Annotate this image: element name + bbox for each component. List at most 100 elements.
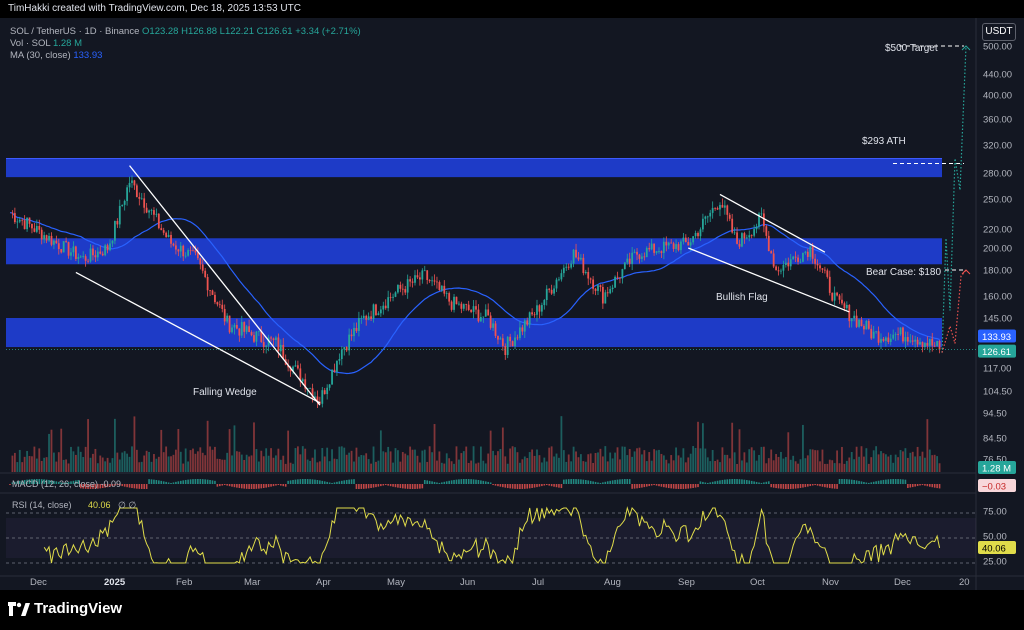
volume-bar xyxy=(165,446,168,472)
candle-body xyxy=(841,299,843,304)
chart-area[interactable]: MACD (12, 26, close) -0.09 RSI (14, close… xyxy=(0,18,1024,590)
candle-body xyxy=(299,368,302,382)
time-tick-label: Aug xyxy=(604,577,621,588)
volume-bar xyxy=(60,428,63,472)
volume-bar xyxy=(194,453,197,472)
volume-bar xyxy=(338,446,341,472)
macd-bar xyxy=(204,479,206,484)
candle-body xyxy=(631,252,634,264)
volume-bar xyxy=(360,454,363,472)
candle-body xyxy=(209,290,211,292)
candle-body xyxy=(565,266,568,268)
price-tick-label: 160.00 xyxy=(983,292,1012,303)
volume-bar xyxy=(231,455,233,472)
wedge-lower-line[interactable] xyxy=(75,271,321,404)
candle-body xyxy=(802,252,804,262)
volume-label: Vol · SOL xyxy=(10,38,51,49)
macd-bar xyxy=(733,479,736,484)
volume-bar xyxy=(143,455,146,472)
flag-upper-line[interactable] xyxy=(719,193,826,253)
volume-bar xyxy=(445,453,448,472)
macd-bar xyxy=(223,484,226,486)
volume-bar xyxy=(21,462,24,472)
volume-bar xyxy=(894,454,897,472)
volume-bar xyxy=(753,450,756,472)
macd-bar xyxy=(89,484,92,489)
candle-body xyxy=(562,267,565,274)
macd-badge-bg xyxy=(978,479,1016,492)
flag-lower-line[interactable] xyxy=(688,247,850,313)
volume-bar xyxy=(687,457,690,472)
candle-body xyxy=(128,182,131,188)
macd-bar xyxy=(309,479,311,484)
macd-bar xyxy=(694,484,697,488)
candle-body xyxy=(65,241,68,243)
macd-bar xyxy=(33,479,36,484)
tradingview-logo[interactable]: TradingView xyxy=(8,600,122,617)
volume-bar xyxy=(218,458,221,472)
rsi-tick-label: 75.00 xyxy=(983,507,1007,518)
candle-body xyxy=(475,306,477,310)
price-tick-label: 200.00 xyxy=(983,244,1012,255)
macd-bar xyxy=(589,480,592,484)
macd-bar xyxy=(514,484,516,489)
candle-body xyxy=(392,296,394,298)
volume-bar xyxy=(82,457,85,472)
macd-bar xyxy=(502,484,504,488)
volume-bar xyxy=(11,455,14,472)
volume-bar xyxy=(675,447,677,472)
wedge-upper-line[interactable] xyxy=(129,165,321,406)
volume-bar xyxy=(43,457,46,472)
candle-body xyxy=(570,263,573,268)
macd-bar xyxy=(777,484,780,489)
candle-body xyxy=(716,208,719,210)
candle-body xyxy=(394,292,397,297)
candle-body xyxy=(177,249,180,252)
volume-bar xyxy=(680,457,682,472)
candle-body xyxy=(582,257,585,274)
macd-bar xyxy=(567,479,570,484)
macd-bar xyxy=(458,479,460,484)
candle-body xyxy=(816,263,819,266)
volume-bar xyxy=(460,453,463,472)
candle-body xyxy=(799,261,802,263)
macd-bar xyxy=(523,484,526,489)
candle-body xyxy=(316,396,319,402)
candle-body xyxy=(133,180,136,186)
volume-bar xyxy=(92,453,94,472)
candle-body xyxy=(138,197,141,199)
macd-bar xyxy=(794,484,797,489)
volume-bar xyxy=(506,463,509,472)
volume-bar xyxy=(814,450,817,472)
candle-body xyxy=(404,289,407,293)
candle-body xyxy=(533,314,536,316)
macd-bar xyxy=(926,484,929,487)
candle-body xyxy=(194,250,197,253)
price-tick-label: 280.00 xyxy=(983,169,1012,180)
macd-bar xyxy=(101,484,104,489)
macd-bar xyxy=(482,480,485,484)
time-tick-label: 2025 xyxy=(104,577,126,588)
chart-background xyxy=(0,18,1024,590)
volume-bar xyxy=(479,446,482,472)
macd-bar xyxy=(799,484,802,488)
volume-bar xyxy=(499,448,502,472)
time-tick-label: Nov xyxy=(822,577,839,588)
candle-body xyxy=(472,306,475,312)
macd-bar xyxy=(280,484,282,486)
candle-body xyxy=(616,276,619,278)
price-chart-svg[interactable]: MACD (12, 26, close) -0.09 RSI (14, close… xyxy=(0,18,1024,590)
volume-bar xyxy=(931,455,934,472)
volume-bar xyxy=(55,461,58,472)
volume-bar xyxy=(382,451,385,472)
candle-body xyxy=(82,256,85,258)
volume-bar xyxy=(865,448,868,472)
candle-body xyxy=(353,327,355,337)
volume-bar xyxy=(282,455,285,472)
brand-name: TradingView xyxy=(34,600,123,617)
macd-bar xyxy=(160,480,163,484)
volume-bar xyxy=(836,450,838,472)
candle-body xyxy=(933,345,936,347)
macd-bar xyxy=(594,481,597,484)
currency-button[interactable]: USDT xyxy=(982,23,1016,41)
